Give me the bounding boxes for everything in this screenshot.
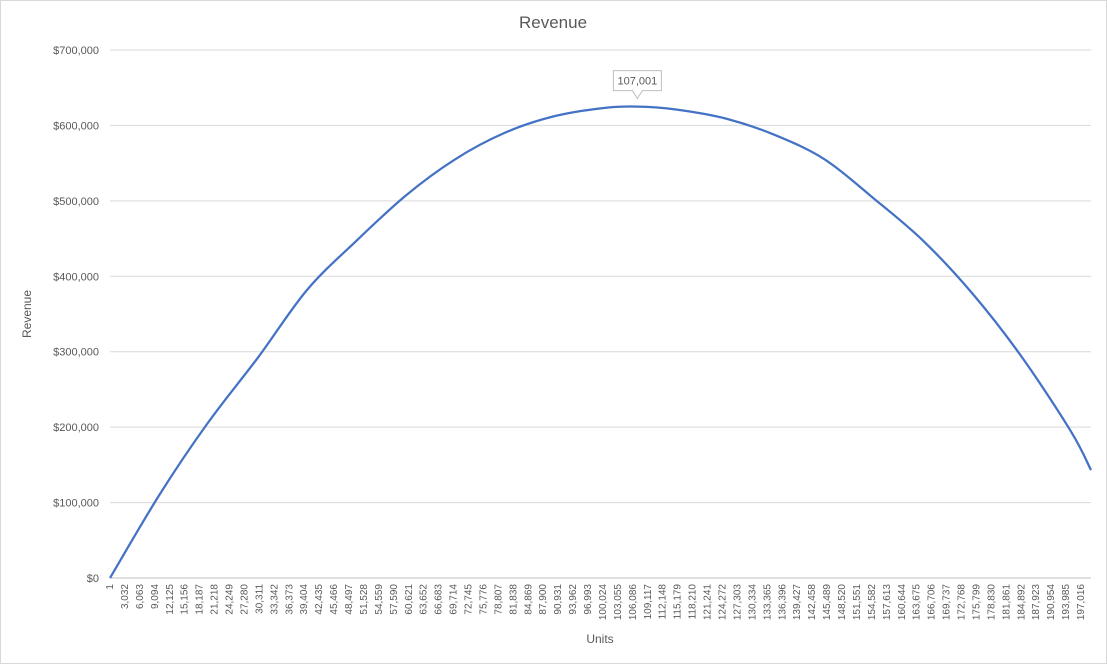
y-axis-ticks: $0 $100,000 $200,000 $300,000 $400,000 $500,0… — [53, 45, 99, 585]
x-tick-label: 151,551 — [852, 584, 863, 621]
x-tick-label: 21,218 — [210, 584, 221, 615]
x-tick-label: 148,520 — [837, 584, 848, 621]
x-tick-label: 96,993 — [583, 584, 594, 615]
x-tick-label: 90,931 — [553, 584, 564, 615]
x-tick-label: 157,613 — [882, 584, 893, 621]
x-tick-label: 175,799 — [972, 584, 983, 621]
x-tick-label: 69,714 — [449, 584, 460, 615]
x-tick-label: 33,342 — [269, 584, 280, 615]
x-tick-label: 15,156 — [180, 584, 191, 615]
x-tick-label: 39,404 — [299, 584, 310, 615]
x-tick-label: 118,210 — [688, 584, 699, 620]
x-tick-label: 60,621 — [404, 584, 415, 615]
x-tick-label: 24,249 — [225, 584, 236, 615]
x-tick-label: 181,861 — [1001, 584, 1012, 621]
x-tick-label: 72,745 — [464, 584, 475, 615]
x-tick-label: 160,644 — [897, 584, 908, 621]
x-tick-label: 130,334 — [747, 584, 758, 621]
y-tick-label: $0 — [87, 573, 99, 585]
x-tick-label: 9,094 — [150, 584, 161, 609]
x-tick-label: 136,396 — [777, 584, 788, 621]
x-tick-label: 30,311 — [254, 584, 265, 614]
x-tick-label: 63,652 — [419, 584, 430, 615]
x-tick-label: 133,365 — [762, 584, 773, 621]
x-tick-label: 109,117 — [643, 584, 654, 620]
x-tick-label: 106,086 — [628, 584, 639, 621]
x-tick-label: 42,435 — [314, 584, 325, 615]
y-tick-label: $100,000 — [53, 498, 99, 510]
x-tick-label: 100,024 — [598, 584, 609, 621]
x-tick-label: 115,179 — [673, 584, 684, 620]
y-tick-label: $700,000 — [53, 45, 99, 57]
x-tick-label: 154,582 — [867, 584, 878, 621]
x-tick-label: 103,055 — [613, 584, 624, 621]
x-tick-label: 81,838 — [508, 584, 519, 615]
x-tick-label: 127,303 — [732, 584, 743, 621]
x-tick-label: 6,063 — [135, 584, 146, 609]
x-axis-title: Units — [586, 632, 613, 646]
x-tick-label: 45,466 — [329, 584, 340, 615]
y-tick-label: $200,000 — [53, 422, 99, 434]
x-tick-label: 93,962 — [568, 584, 579, 615]
x-tick-label: 48,497 — [344, 584, 355, 615]
x-tick-label: 142,458 — [807, 584, 818, 621]
x-tick-label: 12,125 — [165, 584, 176, 615]
x-tick-label: 197,016 — [1076, 584, 1087, 621]
data-callout-box — [612, 70, 662, 100]
x-tick-label: 193,985 — [1061, 584, 1072, 621]
x-tick-label: 3,032 — [120, 584, 131, 609]
x-tick-label: 178,830 — [986, 584, 997, 621]
x-tick-label: 163,675 — [912, 584, 923, 621]
x-tick-label: 84,869 — [523, 584, 534, 615]
x-tick-label: 27,280 — [240, 584, 251, 615]
x-tick-label: 57,590 — [389, 584, 400, 615]
chart-title: Revenue — [519, 13, 587, 32]
x-tick-label: 1 — [105, 584, 116, 590]
y-tick-label: $400,000 — [53, 271, 99, 283]
x-tick-label: 184,892 — [1016, 584, 1027, 621]
x-tick-label: 169,737 — [942, 584, 953, 621]
gridlines — [110, 49, 1091, 504]
x-tick-label: 51,528 — [359, 584, 370, 615]
series-group — [109, 105, 1093, 579]
y-tick-label: $300,000 — [53, 347, 99, 359]
x-tick-label: 36,373 — [284, 584, 295, 615]
y-tick-label: $500,000 — [53, 196, 99, 208]
x-tick-label: 166,706 — [927, 584, 938, 621]
y-axis-title: Revenue — [20, 290, 34, 338]
x-tick-label: 121,241 — [703, 584, 714, 621]
x-tick-label: 124,272 — [718, 584, 729, 621]
x-tick-label: 18,187 — [195, 584, 206, 615]
x-tick-label: 139,427 — [792, 584, 803, 621]
x-tick-label: 75,776 — [479, 584, 490, 615]
data-callout-label: 107,001 — [617, 76, 657, 88]
x-tick-label: 145,489 — [822, 584, 833, 621]
x-tick-label: 172,768 — [957, 584, 968, 621]
series-line — [109, 105, 1093, 579]
x-tick-label: 78,807 — [493, 584, 504, 615]
x-tick-label: 190,954 — [1046, 584, 1057, 621]
y-tick-label: $600,000 — [53, 120, 99, 132]
callouts: 107,001 — [612, 70, 662, 100]
x-tick-label: 112,148 — [658, 584, 669, 620]
x-tick-label: 54,559 — [374, 584, 385, 615]
x-tick-label: 187,923 — [1031, 584, 1042, 621]
x-tick-label: 66,683 — [434, 584, 445, 615]
x-axis: 1 3,032 6,063 9,094 12,125 15,156 18,187 21,218… — [105, 577, 1091, 621]
x-tick-label: 87,900 — [538, 584, 549, 615]
